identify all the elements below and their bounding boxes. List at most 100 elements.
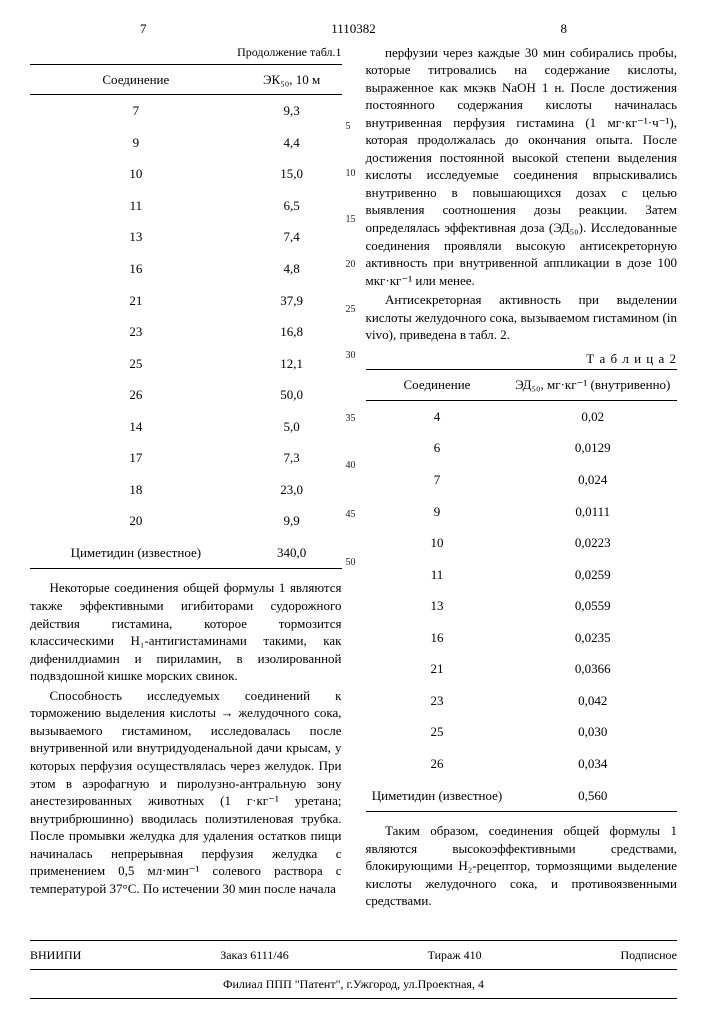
table-cell: 7 bbox=[366, 464, 509, 496]
table2-caption: Т а б л и ц а 2 bbox=[366, 350, 678, 368]
table-cell: 7,3 bbox=[242, 442, 342, 474]
table-cell: 0,024 bbox=[508, 464, 677, 496]
table-row: 260,034 bbox=[366, 748, 678, 780]
table-row: 1823,0 bbox=[30, 474, 342, 506]
page-num-left: 7 bbox=[140, 20, 147, 38]
footer-org: ВНИИПИ bbox=[30, 947, 81, 963]
table1-col-compound: Соединение bbox=[30, 64, 242, 95]
table-cell: 21 bbox=[30, 285, 242, 317]
left-paragraph-2: Способность исследуемых соединений к тор… bbox=[30, 687, 342, 898]
table2-col-ed50: ЭД₅₀, мг·кг⁻¹ (внутривенно) bbox=[508, 370, 677, 401]
table-cell: 15,0 bbox=[242, 158, 342, 190]
table-cell: 5,0 bbox=[242, 411, 342, 443]
line-number: 10 bbox=[346, 169, 356, 179]
table-cell: 23 bbox=[30, 316, 242, 348]
table-row: 79,3 bbox=[30, 95, 342, 127]
table-cell: 11 bbox=[366, 559, 509, 591]
table1-continuation-label: Продолжение табл.1 bbox=[30, 44, 342, 60]
line-number: 45 bbox=[346, 510, 356, 520]
table-row: 100,0223 bbox=[366, 527, 678, 559]
table-row: 160,0235 bbox=[366, 622, 678, 654]
page-num-right: 8 bbox=[561, 20, 568, 38]
table-row: 2316,8 bbox=[30, 316, 342, 348]
table-cell: 0,0366 bbox=[508, 653, 677, 685]
table-cell: 13 bbox=[30, 221, 242, 253]
line-number: 15 bbox=[346, 215, 356, 225]
table-cell: 0,02 bbox=[508, 400, 677, 432]
table-row: Циметидин (известное)340,0 bbox=[30, 537, 342, 569]
right-column: перфузии через каждые 30 мин собирались … bbox=[366, 44, 678, 912]
table-cell: 26 bbox=[366, 748, 509, 780]
table-row: 1015,0 bbox=[30, 158, 342, 190]
table-row: 250,030 bbox=[366, 716, 678, 748]
table-cell: 21 bbox=[366, 653, 509, 685]
table-cell: 0,0111 bbox=[508, 496, 677, 528]
footer-address: Филиал ППП "Патент", г.Ужгород, ул.Проек… bbox=[30, 970, 677, 999]
table-cell: 0,030 bbox=[508, 716, 677, 748]
table-row: 209,9 bbox=[30, 505, 342, 537]
page-header: 7 1110382 8 bbox=[30, 20, 677, 38]
table-row: 2650,0 bbox=[30, 379, 342, 411]
table-cell: 25 bbox=[30, 348, 242, 380]
table-cell: Циметидин (известное) bbox=[366, 780, 509, 812]
table-row: 230,042 bbox=[366, 685, 678, 717]
table-cell: 16 bbox=[30, 253, 242, 285]
table-row: 145,0 bbox=[30, 411, 342, 443]
table-cell: 23 bbox=[366, 685, 509, 717]
footer-order: Заказ 6111/46 bbox=[220, 947, 289, 963]
table-cell: 20 bbox=[30, 505, 242, 537]
table-cell: 4 bbox=[366, 400, 509, 432]
table-row: 94,4 bbox=[30, 127, 342, 159]
page-footer: ВНИИПИ Заказ 6111/46 Тираж 410 Подписное… bbox=[30, 940, 677, 999]
line-number: 35 bbox=[346, 414, 356, 424]
table-row: 137,4 bbox=[30, 221, 342, 253]
table-cell: Циметидин (известное) bbox=[30, 537, 242, 569]
table-cell: 12,1 bbox=[242, 348, 342, 380]
footer-line-1: ВНИИПИ Заказ 6111/46 Тираж 410 Подписное bbox=[30, 940, 677, 970]
table-cell: 9 bbox=[30, 127, 242, 159]
table-cell: 4,4 bbox=[242, 127, 342, 159]
table-row: 40,02 bbox=[366, 400, 678, 432]
footer-subscr: Подписное bbox=[621, 947, 678, 963]
table-cell: 10 bbox=[30, 158, 242, 190]
right-paragraph-2: Антисекреторная активность при выделении… bbox=[366, 291, 678, 344]
table-cell: 0,0129 bbox=[508, 432, 677, 464]
table-row: 90,0111 bbox=[366, 496, 678, 528]
table-cell: 25 bbox=[366, 716, 509, 748]
footer-tirazh: Тираж 410 bbox=[428, 947, 482, 963]
table-cell: 14 bbox=[30, 411, 242, 443]
document-number: 1110382 bbox=[331, 20, 376, 38]
table-row: 116,5 bbox=[30, 190, 342, 222]
table-row: 2137,9 bbox=[30, 285, 342, 317]
table-cell: 13 bbox=[366, 590, 509, 622]
table-row: 110,0259 bbox=[366, 559, 678, 591]
left-body-text: Некоторые соединения общей формулы 1 явл… bbox=[30, 579, 342, 897]
table-cell: 18 bbox=[30, 474, 242, 506]
table-row: 210,0366 bbox=[366, 653, 678, 685]
table-cell: 9 bbox=[366, 496, 509, 528]
table2-col-compound: Соединение bbox=[366, 370, 509, 401]
left-paragraph-1: Некоторые соединения общей формулы 1 явл… bbox=[30, 579, 342, 684]
table-cell: 17 bbox=[30, 442, 242, 474]
right-paragraph-1: перфузии через каждые 30 мин собирались … bbox=[366, 44, 678, 290]
table-cell: 4,8 bbox=[242, 253, 342, 285]
table-cell: 0,042 bbox=[508, 685, 677, 717]
table-cell: 7,4 bbox=[242, 221, 342, 253]
line-number: 20 bbox=[346, 260, 356, 270]
right-body-text: перфузии через каждые 30 мин собирались … bbox=[366, 44, 678, 344]
table-cell: 6,5 bbox=[242, 190, 342, 222]
table-2: Соединение ЭД₅₀, мг·кг⁻¹ (внутривенно) 4… bbox=[366, 369, 678, 812]
line-number: 30 bbox=[346, 351, 356, 361]
table-cell: 16,8 bbox=[242, 316, 342, 348]
table-row: 177,3 bbox=[30, 442, 342, 474]
table-row: 60,0129 bbox=[366, 432, 678, 464]
line-number: 25 bbox=[346, 305, 356, 315]
table-row: 130,0559 bbox=[366, 590, 678, 622]
table-cell: 9,9 bbox=[242, 505, 342, 537]
table-cell: 0,0235 bbox=[508, 622, 677, 654]
table-cell: 340,0 bbox=[242, 537, 342, 569]
table-cell: 0,034 bbox=[508, 748, 677, 780]
table-cell: 0,0559 bbox=[508, 590, 677, 622]
table-cell: 50,0 bbox=[242, 379, 342, 411]
table-cell: 0,0259 bbox=[508, 559, 677, 591]
